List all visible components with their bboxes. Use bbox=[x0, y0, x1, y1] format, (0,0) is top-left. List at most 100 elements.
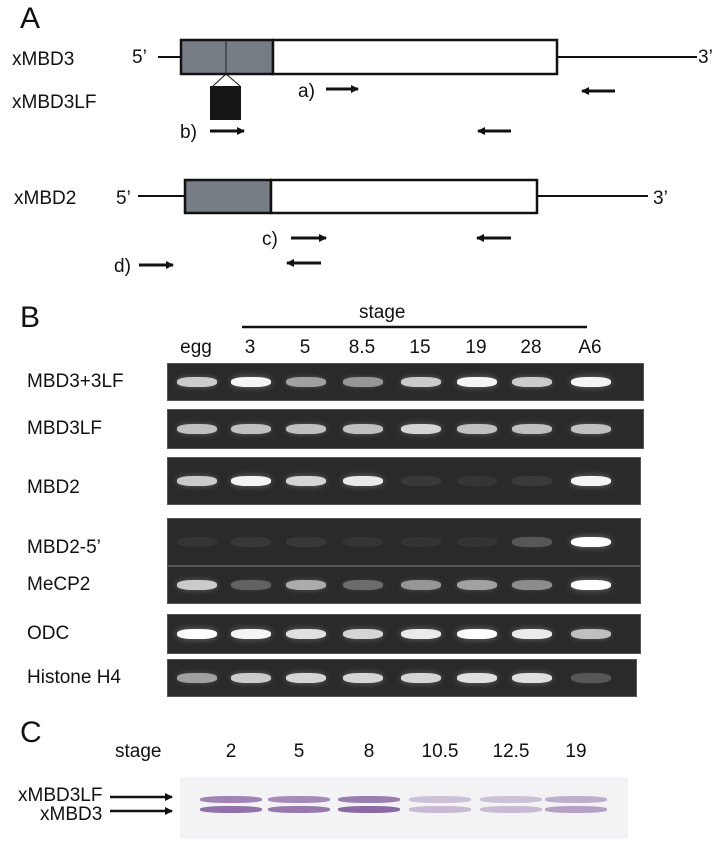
lane-label: A6 bbox=[578, 337, 602, 358]
gel-strip bbox=[167, 566, 641, 604]
gel-band bbox=[343, 424, 383, 434]
gel-band bbox=[343, 377, 383, 387]
gel-band bbox=[231, 424, 271, 434]
xmbd3-band bbox=[200, 806, 262, 813]
gel-band bbox=[571, 476, 611, 486]
gel-band bbox=[286, 377, 326, 387]
xmbd3-band bbox=[268, 806, 330, 813]
gel-strip bbox=[167, 409, 644, 449]
xmbd3lf-insert bbox=[210, 86, 241, 120]
gel-band bbox=[457, 673, 497, 683]
xmbd3lf-label: xMBD3LF bbox=[12, 92, 97, 113]
western-blot bbox=[180, 777, 628, 839]
western-lane-label: 10.5 bbox=[421, 741, 459, 762]
lane-label: 3 bbox=[244, 337, 256, 358]
gel-band bbox=[286, 673, 326, 683]
western-lane-label: 2 bbox=[225, 741, 237, 762]
xmbd2-mbd-domain bbox=[183, 178, 273, 215]
gel-band bbox=[343, 580, 383, 590]
gel-band bbox=[401, 377, 441, 387]
lane-label: 28 bbox=[520, 337, 542, 358]
xmbd3lf-band bbox=[268, 796, 330, 803]
lane-label: 5 bbox=[299, 337, 311, 358]
xmbd3lf-band bbox=[480, 796, 542, 803]
gel-band bbox=[457, 424, 497, 434]
panel-c-letter: C bbox=[20, 716, 42, 749]
western-lane-label: 12.5 bbox=[492, 741, 530, 762]
gel-band bbox=[571, 673, 611, 683]
gel-band bbox=[177, 424, 217, 434]
gel-band bbox=[231, 476, 271, 486]
xmbd2-coding-region bbox=[269, 178, 539, 215]
lane-label: egg bbox=[180, 337, 212, 358]
gel-strip bbox=[167, 659, 637, 697]
xmbd3lf-band bbox=[200, 796, 262, 803]
gel-row-label: ODC bbox=[27, 623, 70, 644]
xmbd2-five-prime: 5’ bbox=[116, 188, 131, 209]
gel-row-label: Histone H4 bbox=[27, 667, 121, 688]
xmbd3-band-label: xMBD3 bbox=[40, 804, 103, 825]
gel-band bbox=[177, 580, 217, 590]
gel-strip bbox=[167, 518, 641, 566]
xmbd3lf-band bbox=[409, 796, 471, 803]
gel-row-label: MBD2-5’ bbox=[27, 537, 101, 558]
gel-band bbox=[286, 537, 326, 547]
gel-band bbox=[571, 377, 611, 387]
gel-band bbox=[286, 424, 326, 434]
xmbd3-five-prime: 5’ bbox=[132, 47, 147, 68]
western-lane-label: 19 bbox=[565, 741, 587, 762]
gel-band bbox=[231, 537, 271, 547]
gel-band bbox=[401, 537, 441, 547]
gel-band bbox=[286, 629, 326, 639]
gel-band bbox=[177, 476, 217, 486]
primer-a-label: a) bbox=[298, 81, 315, 102]
gel-band bbox=[401, 476, 441, 486]
xmbd3-three-prime: 3’ bbox=[698, 47, 713, 68]
gel-band bbox=[343, 537, 383, 547]
western-lane-label: 8 bbox=[363, 741, 375, 762]
xmbd3-band bbox=[409, 806, 471, 813]
western-lane-label: 5 bbox=[293, 741, 305, 762]
gel-band bbox=[571, 424, 611, 434]
xmbd3-band bbox=[480, 806, 542, 813]
gel-band bbox=[343, 629, 383, 639]
gel-band bbox=[343, 476, 383, 486]
xmbd3-label: xMBD3 bbox=[12, 49, 75, 70]
gel-band bbox=[457, 377, 497, 387]
xmbd3-band bbox=[545, 806, 607, 813]
panel-b-letter: B bbox=[20, 301, 41, 334]
xmbd3lf-band-label: xMBD3LF bbox=[18, 785, 103, 806]
gel-band bbox=[177, 377, 217, 387]
gel-band bbox=[512, 629, 552, 639]
gel-band bbox=[401, 424, 441, 434]
primer-d-label: d) bbox=[114, 256, 131, 277]
gel-band bbox=[457, 580, 497, 590]
gel-row-label: MBD3LF bbox=[27, 418, 102, 439]
gel-band bbox=[401, 673, 441, 683]
gel-band bbox=[286, 476, 326, 486]
xmbd3-band bbox=[338, 806, 400, 813]
gel-band bbox=[231, 377, 271, 387]
gel-band bbox=[177, 537, 217, 547]
gel-band bbox=[512, 673, 552, 683]
gel-band bbox=[512, 476, 552, 486]
xmbd3lf-band bbox=[338, 796, 400, 803]
xmbd2-three-prime: 3’ bbox=[653, 188, 668, 209]
gel-band bbox=[401, 580, 441, 590]
gel-band bbox=[343, 673, 383, 683]
gel-band bbox=[457, 537, 497, 547]
xmbd2-label: xMBD2 bbox=[14, 188, 77, 209]
primer-b-label: b) bbox=[180, 122, 197, 143]
gel-band bbox=[231, 580, 271, 590]
lane-label: 19 bbox=[465, 337, 487, 358]
gel-row-label: MBD3+3LF bbox=[27, 371, 124, 392]
xmbd3-mbd-domain bbox=[179, 38, 275, 76]
gel-band bbox=[571, 629, 611, 639]
gel-row-label: MeCP2 bbox=[27, 574, 91, 595]
xmbd3lf-band bbox=[545, 796, 607, 803]
gel-band bbox=[512, 580, 552, 590]
gel-band bbox=[457, 476, 497, 486]
lane-label: 8.5 bbox=[348, 337, 376, 358]
gel-band bbox=[177, 629, 217, 639]
